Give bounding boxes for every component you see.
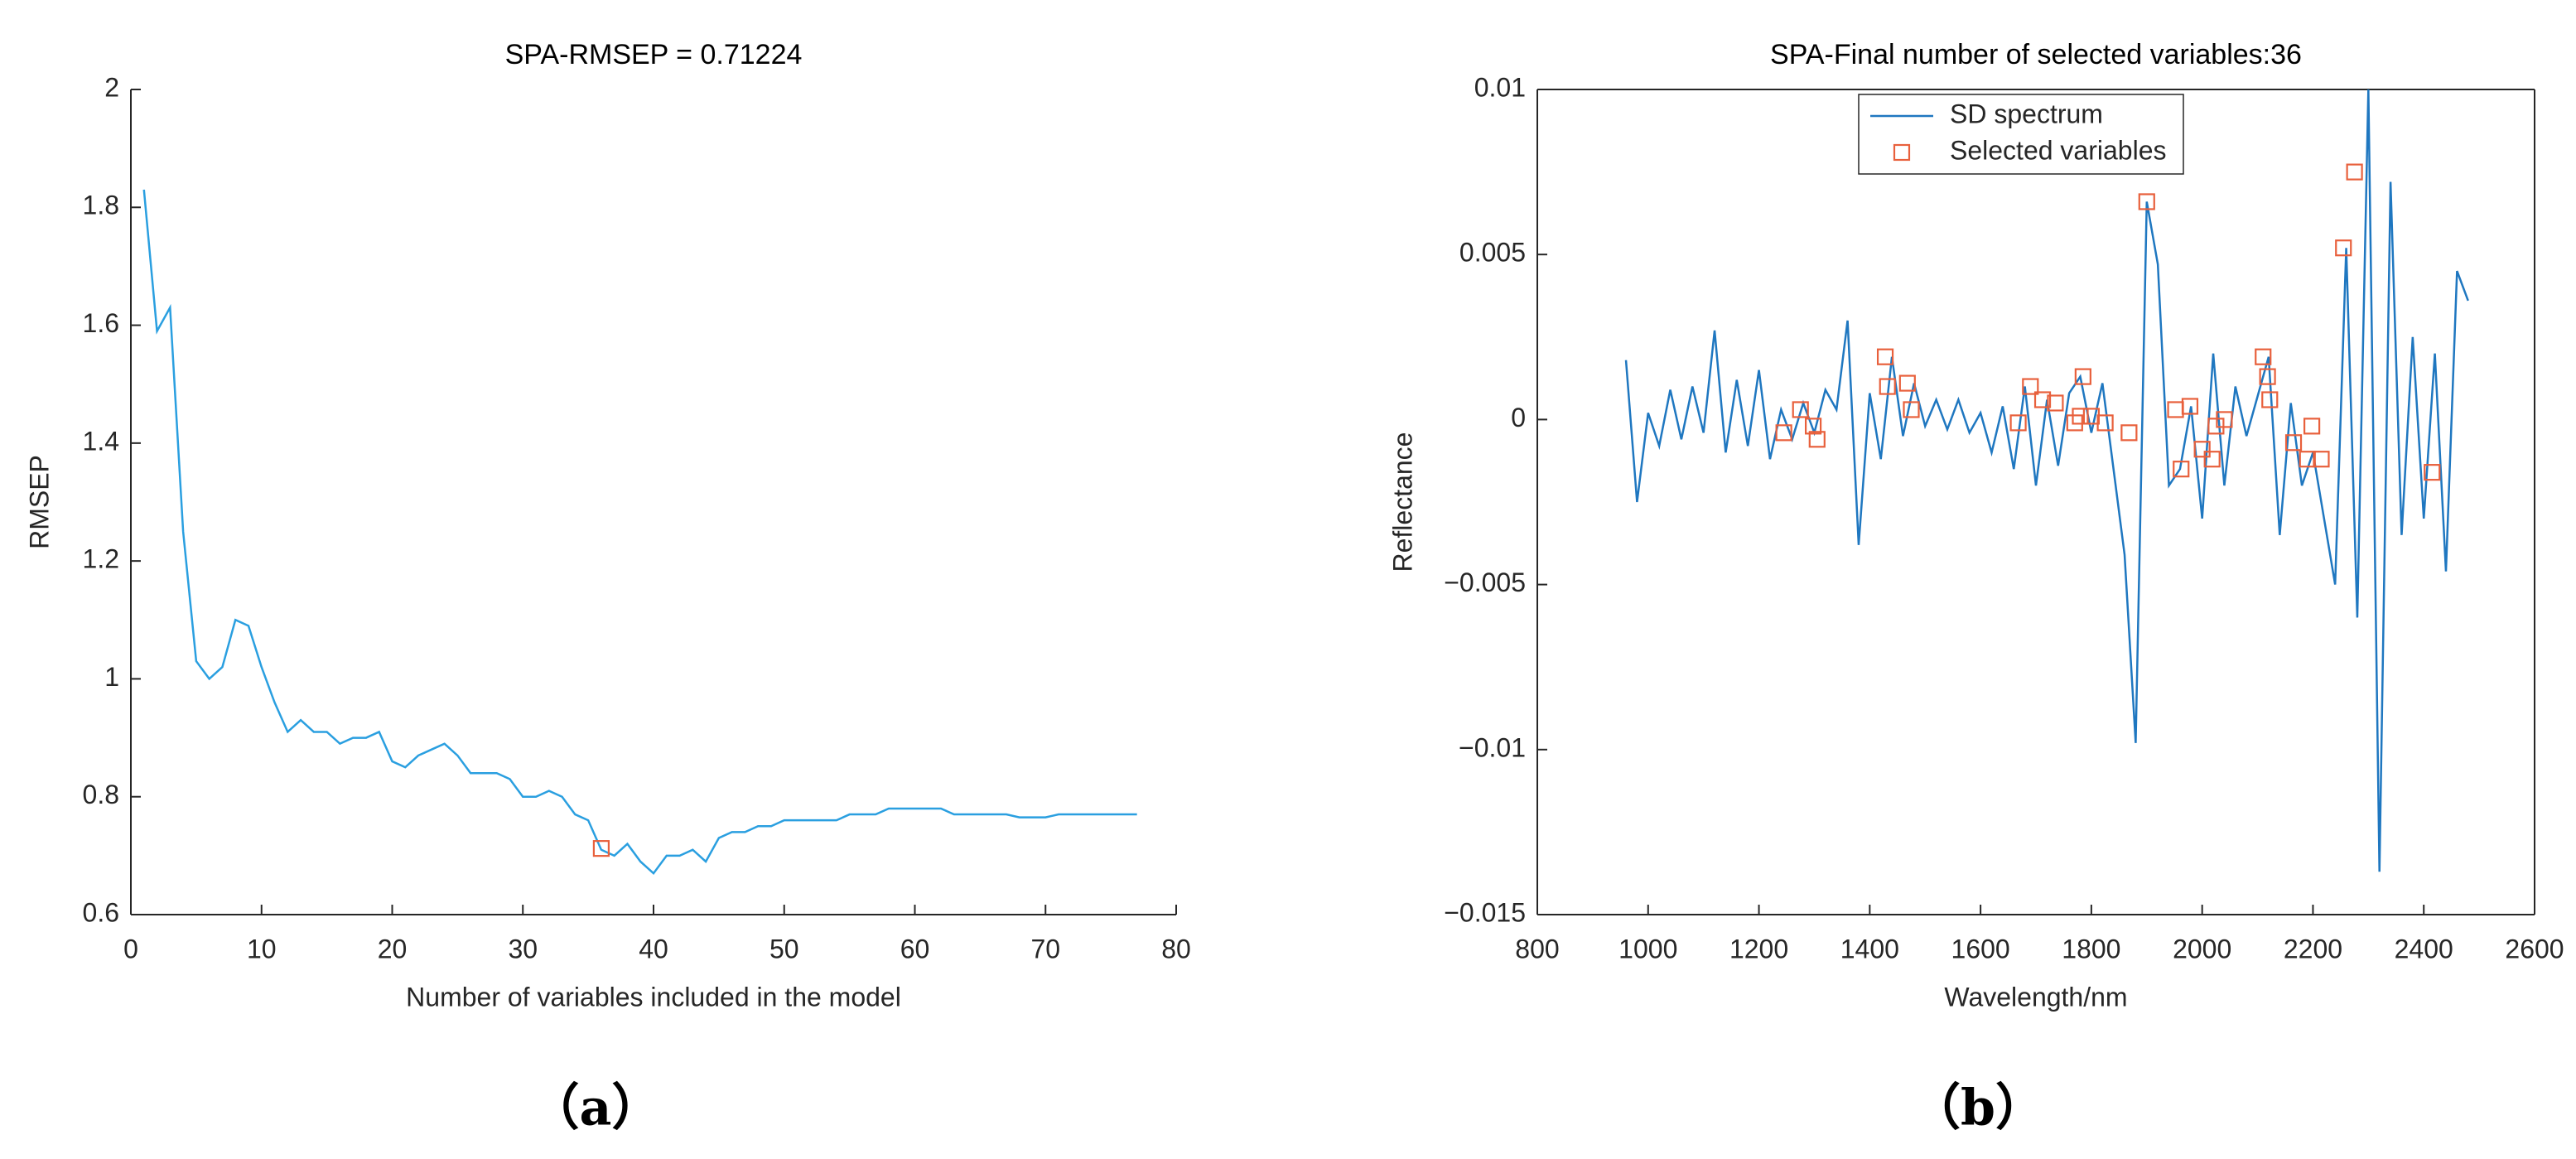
chart: SPA-RMSEP = 0.71224 Number of variables i… xyxy=(24,39,1190,1137)
marker xyxy=(1879,378,1896,395)
marker xyxy=(2120,424,2138,442)
marker xyxy=(2335,239,2352,257)
legend-label: Selected variables xyxy=(1950,135,2166,165)
caption: （b） xyxy=(1911,1079,2045,1137)
x-tick-label: 1400 xyxy=(1840,934,1899,963)
y-tick-label: 0 xyxy=(1511,403,1526,432)
x-tick-label: 800 xyxy=(1515,934,1559,963)
caption: （a） xyxy=(530,1079,662,1137)
x-axis-label: Wavelength/nm xyxy=(1944,982,2127,1012)
marker xyxy=(2033,391,2052,408)
x-tick-label: 2200 xyxy=(2284,934,2342,963)
marker xyxy=(2259,368,2276,385)
marker xyxy=(1903,401,1920,418)
x-tick-label: 0 xyxy=(123,934,138,963)
x-tick-label: 2600 xyxy=(2505,934,2564,963)
chart-title: SPA-RMSEP = 0.71224 xyxy=(505,39,803,70)
marker xyxy=(2138,193,2155,210)
y-tick-label: 0.01 xyxy=(1474,72,1526,102)
x-axis-label: Number of variables included in the mode… xyxy=(406,982,901,1012)
y-tick-label: 0.8 xyxy=(83,780,119,809)
y-axis-label: RMSEP xyxy=(24,455,54,549)
y-tick-label: −0.015 xyxy=(1444,897,1526,927)
marker xyxy=(2203,451,2221,468)
marker xyxy=(2424,464,2441,481)
chart-title: SPA-Final number of selected variables:3… xyxy=(1770,39,2302,70)
marker xyxy=(1898,374,1916,392)
y-tick-label: 2 xyxy=(104,72,119,102)
legend-swatch xyxy=(1893,143,1911,162)
legend-box xyxy=(1858,94,2184,175)
marker xyxy=(2193,441,2211,458)
x-tick-label: 10 xyxy=(247,934,277,963)
marker xyxy=(1876,348,1894,365)
marker xyxy=(2074,368,2091,385)
marker xyxy=(2299,451,2316,468)
x-tick-label: 30 xyxy=(508,934,538,963)
x-tick-label: 1000 xyxy=(1618,934,1677,963)
x-tick-label: 2400 xyxy=(2395,934,2453,963)
legend-label: SD spectrum xyxy=(1950,99,2103,128)
x-tick-label: 80 xyxy=(1161,934,1191,963)
x-tick-label: 2000 xyxy=(2173,934,2231,963)
x-tick-label: 70 xyxy=(1030,934,1060,963)
marker xyxy=(2173,461,2190,478)
marker xyxy=(2255,348,2272,365)
marker xyxy=(1792,401,1809,418)
marker xyxy=(2261,391,2279,408)
marker xyxy=(2022,378,2039,395)
marker xyxy=(2181,398,2199,415)
y-tick-label: 0.005 xyxy=(1459,238,1526,268)
x-tick-label: 20 xyxy=(378,934,408,963)
y-tick-label: 1.8 xyxy=(83,191,119,220)
marker xyxy=(2047,394,2064,412)
marker xyxy=(2072,408,2089,425)
y-axis-label: Reflectance xyxy=(1387,432,1417,572)
x-tick-label: 60 xyxy=(900,934,930,963)
x-tick-label: 50 xyxy=(769,934,799,963)
data-line xyxy=(1624,89,2469,872)
marker xyxy=(1805,418,1822,435)
marker xyxy=(2284,434,2303,452)
y-tick-label: 0.6 xyxy=(83,897,119,927)
marker xyxy=(1775,424,1792,442)
y-tick-label: −0.005 xyxy=(1444,567,1526,597)
y-tick-label: 1 xyxy=(104,662,119,692)
y-tick-label: 1.4 xyxy=(83,426,119,456)
marker xyxy=(592,840,610,857)
marker xyxy=(2346,163,2363,181)
marker xyxy=(2313,451,2330,468)
y-tick-label: 1.6 xyxy=(83,308,119,338)
marker xyxy=(2009,414,2027,432)
x-tick-label: 1800 xyxy=(2062,934,2120,963)
data-line xyxy=(142,189,1137,876)
y-tick-label: 1.2 xyxy=(83,544,119,574)
marker xyxy=(2096,414,2114,432)
marker xyxy=(2303,418,2321,435)
y-tick-label: −0.01 xyxy=(1459,732,1526,762)
marker xyxy=(2216,411,2233,428)
marker xyxy=(2167,401,2184,418)
chart: SPA-Final number of selected variables:3… xyxy=(1387,39,2564,1137)
marker xyxy=(1808,431,1826,448)
x-tick-label: 1200 xyxy=(1729,934,1788,963)
x-tick-label: 40 xyxy=(639,934,668,963)
x-tick-label: 1600 xyxy=(1951,934,2010,963)
